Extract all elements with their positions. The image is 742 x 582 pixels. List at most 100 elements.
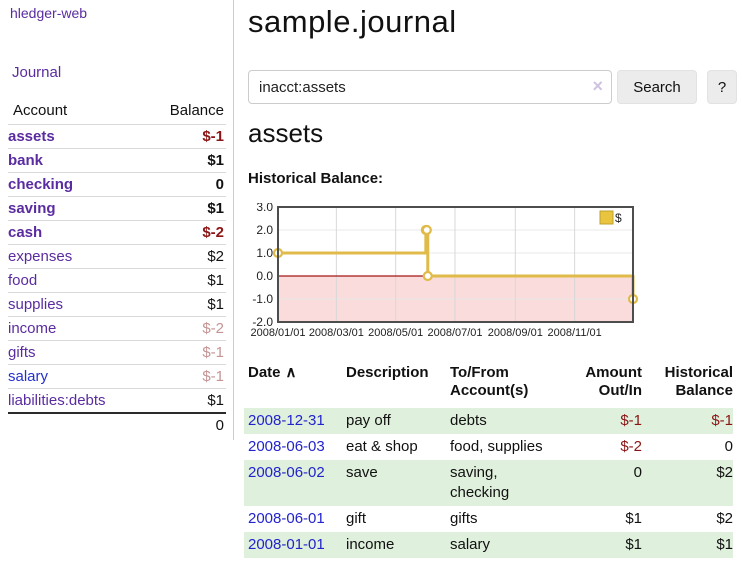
register-description: pay off (346, 412, 391, 429)
register-row: 2008-06-01 gift gifts $1 $2 (244, 506, 733, 532)
account-link[interactable]: gifts (8, 344, 36, 361)
register-row: 2008-01-01 income salary $1 $1 (244, 532, 733, 558)
account-row: expenses $2 (8, 244, 226, 269)
account-row: cash $-2 (8, 220, 226, 245)
amount-column-header: Amount Out/In (585, 364, 642, 399)
account-balance: $-1 (141, 364, 226, 389)
accounts-table: Account Balance assets $-1 bank $1 checking 0… (8, 98, 226, 437)
register-accounts: debts (450, 412, 487, 429)
legend-swatch (599, 210, 614, 225)
account-balance: $1 (141, 388, 226, 413)
account-link[interactable]: supplies (8, 296, 64, 313)
help-button[interactable]: ? (707, 70, 737, 104)
account-row: salary $-1 (8, 364, 226, 389)
register-accounts: gifts (450, 510, 478, 527)
chart-heading: Historical Balance: (248, 170, 384, 187)
account-balance: $-1 (141, 340, 226, 365)
account-link[interactable]: bank (8, 152, 44, 169)
x-tick-label: 2008/09/01 (488, 327, 543, 339)
account-row: assets $-1 (8, 124, 226, 149)
register-amount: $1 (625, 536, 642, 553)
register-accounts: saving, checking (450, 464, 510, 501)
description-column-header: Description (346, 364, 429, 381)
register-row: 2008-06-02 save saving, checking 0 $2 (244, 460, 733, 506)
account-link[interactable]: cash (8, 224, 43, 241)
account-row: saving $1 (8, 196, 226, 221)
register-amount: $1 (625, 510, 642, 527)
brand-link[interactable]: hledger-web (10, 5, 88, 21)
account-row: income $-2 (8, 316, 226, 341)
account-row: liabilities:debts $1 (8, 388, 226, 413)
register-row: 2008-06-03 eat & shop food, supplies $-2 0 (244, 434, 733, 460)
register-amount: $-2 (620, 438, 642, 455)
search-form: × Search ? (248, 70, 742, 104)
register-date-link[interactable]: 2008-06-01 (248, 510, 325, 527)
data-point-marker (422, 270, 433, 282)
register-balance: $-1 (711, 412, 733, 429)
register-date-link[interactable]: 2008-06-02 (248, 464, 325, 481)
date-column-header[interactable]: Date ∧ (248, 364, 297, 381)
y-tick-label: 1.0 (256, 246, 273, 260)
account-balance: $1 (141, 196, 226, 221)
accounts-total-balance: 0 (141, 412, 226, 437)
register-date-link[interactable]: 2008-12-31 (248, 412, 325, 429)
sort-ascending-icon: ∧ (285, 364, 297, 381)
y-tick-label: 0.0 (256, 269, 273, 283)
register-balance: $2 (716, 510, 733, 527)
register-amount: $-1 (620, 412, 642, 429)
legend-label: $ (615, 211, 622, 225)
account-balance: $1 (141, 268, 226, 293)
account-link[interactable]: salary (8, 368, 49, 385)
accounts-total-spacer (8, 412, 142, 437)
account-column-header: Account (13, 102, 68, 119)
register-date-link[interactable]: 2008-01-01 (248, 536, 325, 553)
account-row: supplies $1 (8, 292, 226, 317)
account-row: bank $1 (8, 148, 226, 173)
y-tick-label: 2.0 (256, 223, 273, 237)
register-balance: $1 (716, 536, 733, 553)
account-link[interactable]: checking (8, 176, 74, 193)
register-accounts: food, supplies (450, 438, 543, 455)
y-tick-label: -1.0 (252, 292, 273, 306)
x-tick-label: 2008/03/01 (309, 327, 364, 339)
account-link[interactable]: expenses (8, 248, 73, 265)
balance-column-header-main: Historical Balance (664, 364, 733, 399)
search-input[interactable] (248, 70, 612, 104)
register-row: 2008-12-31 pay off debts $-1 $-1 (244, 408, 733, 434)
account-row: checking 0 (8, 172, 226, 197)
register-balance: 0 (724, 438, 733, 455)
account-balance: $-2 (141, 220, 226, 245)
account-balance: $1 (141, 292, 226, 317)
sidebar: hledger-web Journal Account Balance asse… (0, 0, 233, 582)
x-tick-label: 2008/07/01 (427, 327, 482, 339)
account-balance: $1 (141, 148, 226, 173)
account-row: gifts $-1 (8, 340, 226, 365)
register-description: eat & shop (346, 438, 418, 455)
register-accounts: salary (450, 536, 491, 553)
search-button[interactable]: Search (617, 70, 697, 104)
sidebar-divider (233, 0, 234, 440)
account-title: assets (248, 118, 324, 148)
accounts-total-row: 0 (8, 412, 226, 437)
account-link[interactable]: assets (8, 128, 55, 145)
clear-search-icon[interactable]: × (592, 76, 603, 96)
account-link[interactable]: liabilities:debts (8, 392, 106, 409)
account-balance: $-1 (141, 124, 226, 149)
account-balance: $-2 (141, 316, 226, 341)
register-balance: $2 (716, 464, 733, 481)
account-link[interactable]: food (8, 272, 38, 289)
main-content: sample.journal × Search ? assets Histori… (244, 0, 742, 582)
plot-border (277, 206, 634, 323)
y-tick-label: 3.0 (256, 203, 273, 214)
register-tbody: 2008-12-31 pay off debts $-1 $-1 2008-06-03 ea… (244, 408, 733, 558)
accounts-tbody: assets $-1 bank $1 checking 0 saving $1 cash $-2 e… (8, 124, 226, 413)
account-balance: $2 (141, 244, 226, 269)
page-title: sample.journal (248, 4, 457, 39)
register-date-link[interactable]: 2008-06-03 (248, 438, 325, 455)
nav-journal-link[interactable]: Journal (12, 64, 62, 81)
account-link[interactable]: income (8, 320, 57, 337)
x-tick-label: 2008/05/01 (368, 327, 423, 339)
y-tick-label: -2.0 (252, 315, 273, 329)
register-amount: 0 (633, 464, 642, 481)
account-link[interactable]: saving (8, 200, 56, 217)
